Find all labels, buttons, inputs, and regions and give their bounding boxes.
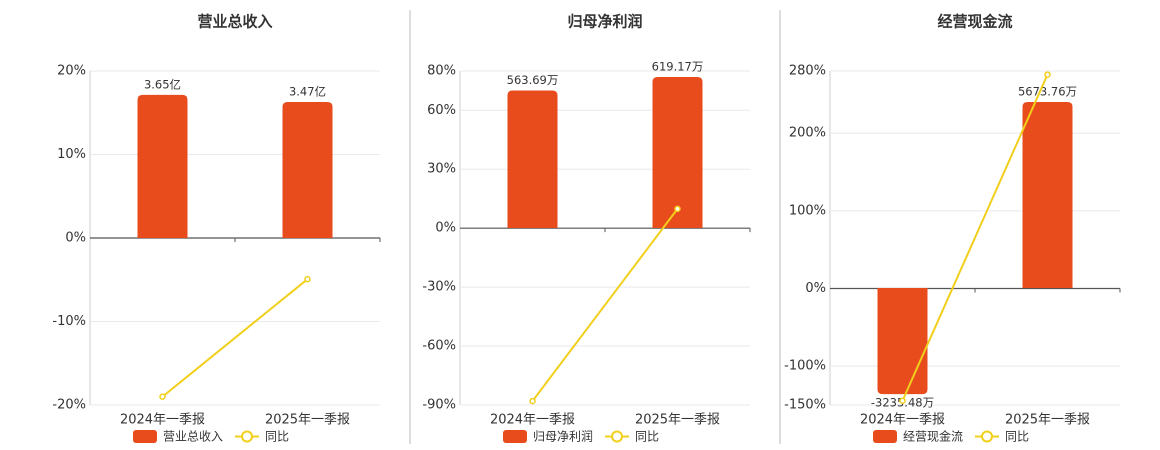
chart-title: 营业总收入	[197, 13, 272, 31]
bar	[1022, 101, 1073, 288]
y-tick-label: -60%	[422, 339, 456, 354]
legend-label: 营业总收入	[163, 430, 223, 444]
bar	[507, 90, 558, 228]
y-tick-label: 20%	[57, 64, 86, 79]
legend-label: 同比	[265, 430, 289, 444]
y-tick-label: 10%	[57, 147, 86, 162]
x-tick-label: 2024年一季报	[490, 413, 575, 428]
line	[161, 278, 309, 398]
line-point	[674, 205, 681, 213]
value-label: 5673.76万	[1018, 84, 1077, 98]
y-tick-label: 100%	[789, 203, 826, 218]
y-tick-label: 280%	[789, 64, 826, 79]
bar	[282, 101, 333, 238]
chart-title: 经营现金流	[937, 13, 1012, 31]
line-point	[304, 275, 311, 283]
line-point	[529, 397, 536, 405]
legend-swatch	[981, 430, 994, 443]
legend-swatch	[241, 430, 254, 443]
y-tick-label: -10%	[52, 314, 86, 329]
line-point	[899, 397, 906, 404]
line	[901, 74, 1049, 402]
y-tick-label: -150%	[784, 398, 826, 413]
value-label: 563.69万	[507, 73, 559, 87]
legend-swatch	[503, 430, 527, 443]
y-tick-label: 0%	[805, 281, 826, 296]
y-tick-label: 60%	[427, 103, 456, 118]
line-point	[1044, 71, 1051, 78]
y-tick-label: 0%	[435, 221, 456, 236]
x-tick-label: 2025年一季报	[1005, 413, 1090, 428]
x-tick-label: 2025年一季报	[265, 413, 350, 428]
y-tick-label: 30%	[427, 162, 456, 177]
legend-swatch	[133, 430, 157, 443]
bar	[652, 76, 703, 228]
y-tick-label: 80%	[427, 64, 456, 79]
bar	[137, 94, 188, 238]
y-tick-label: -90%	[422, 398, 456, 413]
value-label: 3.65亿	[144, 77, 181, 91]
y-tick-label: -30%	[422, 280, 456, 295]
y-tick-label: 0%	[65, 231, 86, 246]
x-tick-label: 2024年一季报	[120, 413, 205, 428]
legend-swatch	[873, 430, 897, 443]
value-label: 3.47亿	[289, 84, 326, 98]
x-tick-label: 2025年一季报	[635, 413, 720, 428]
legend-label: 经营现金流	[903, 429, 963, 444]
line-point	[159, 393, 166, 400]
legend-swatch	[611, 430, 624, 443]
legend-label: 同比	[1005, 430, 1029, 444]
y-tick-label: 200%	[789, 126, 826, 141]
legend-label: 归母净利润	[533, 430, 593, 444]
x-tick-label: 2024年一季报	[860, 413, 945, 428]
chart-title: 归母净利润	[567, 13, 642, 31]
y-tick-label: -20%	[52, 398, 86, 413]
bar	[877, 287, 928, 395]
line	[531, 208, 679, 402]
legend-label: 同比	[635, 430, 659, 444]
value-label: 619.17万	[652, 59, 704, 73]
y-tick-label: -100%	[784, 359, 826, 374]
